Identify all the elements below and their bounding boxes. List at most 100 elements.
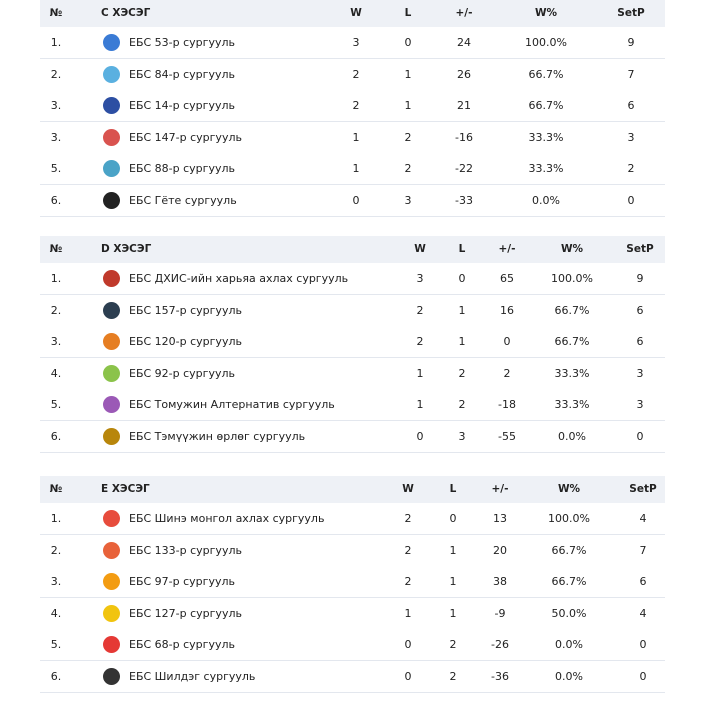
stat-cell: -36 (491, 669, 509, 683)
team-logo (103, 333, 120, 350)
stat-cell: 0 (449, 512, 457, 525)
stat-cell: 66.7% (554, 335, 590, 348)
header-cell: +/- (491, 483, 509, 495)
stat-cell: 3 (416, 272, 424, 285)
stat-cell: 5. (50, 162, 62, 175)
team-row: 3. ЕБС 14-р сургууль 2 1 21 66.7% 6 (40, 90, 665, 122)
stat-cell: 65 (500, 272, 514, 285)
header-row: № C ХЭСЭГ W L +/- W% SetP (40, 0, 665, 27)
stat-cell: -33 (455, 193, 473, 207)
stat-cell: 3 (458, 429, 466, 443)
team-row: 3. ЕБС 120-р сургууль 2 1 0 66.7% 6 (40, 326, 665, 358)
stat-cell: 2 (458, 366, 466, 380)
team-name: ЕБС 147-р сургууль (129, 130, 242, 144)
stat-cell: 0.0% (555, 669, 583, 683)
header-cell: E ХЭСЭГ (101, 483, 150, 495)
header-cell: № (49, 243, 63, 255)
team-name: ЕБС 14-р сургууль (129, 99, 235, 112)
stat-cell: 0 (636, 429, 644, 443)
standings-table: № E ХЭСЭГ W L +/- W% SetP 1. ЕБС Шинэ монгол ахл… (40, 476, 665, 693)
team-logo (103, 396, 120, 413)
team-row: 6. ЕБС Гёте сургууль 0 3 -33 0.0% 0 (40, 184, 665, 217)
stat-cell: 6 (636, 335, 644, 348)
team-name: ЕБС Гёте сургууль (129, 193, 237, 207)
stat-cell: 9 (627, 36, 635, 49)
team-logo (103, 510, 120, 527)
stat-cell: 2. (50, 67, 62, 81)
stat-cell: 66.7% (551, 575, 587, 588)
stat-cell: 3. (50, 99, 62, 112)
header-cell: L (404, 7, 412, 19)
stat-cell: 100.0% (525, 36, 567, 49)
stat-cell: 1 (458, 335, 466, 348)
team-row: 5. ЕБС Томужин Алтернатив сургууль 1 2 -18 33… (40, 389, 665, 421)
header-cell: W% (557, 483, 581, 495)
header-cell: SetP (617, 7, 645, 19)
stat-cell: 9 (636, 272, 644, 285)
team-name: ЕБС Шинэ монгол ахлах сургууль (129, 512, 325, 525)
stat-cell: 1 (404, 67, 412, 81)
header-cell: L (458, 243, 466, 255)
stat-cell: 2. (50, 303, 62, 317)
team-logo (103, 34, 120, 51)
team-logo (103, 541, 120, 559)
stat-cell: 0 (416, 429, 424, 443)
team-logo (103, 97, 120, 114)
team-logo (103, 301, 120, 319)
stat-cell: 3 (352, 36, 360, 49)
stat-cell: 1. (50, 512, 62, 525)
stat-cell: 66.7% (551, 543, 587, 557)
stat-cell: 33.3% (528, 162, 564, 175)
header-cell: +/- (455, 7, 473, 19)
header-cell: № (49, 7, 63, 19)
stat-cell: 33.3% (554, 398, 590, 411)
stat-cell: 21 (457, 99, 471, 112)
stat-cell: 3 (636, 398, 644, 411)
standings-table: № D ХЭСЭГ W L +/- W% SetP 1. ЕБС ДХИС-ийн харьяа… (40, 236, 665, 453)
stat-cell: 0 (404, 669, 412, 683)
stat-cell: 6 (639, 575, 647, 588)
stat-cell: 0 (503, 335, 511, 348)
team-name: ЕБС ДХИС-ийн харьяа ахлах сургууль (129, 272, 349, 285)
stat-cell: 0 (639, 669, 647, 683)
stat-cell: 2 (352, 67, 360, 81)
stat-cell: 2 (352, 99, 360, 112)
stat-cell: 6. (50, 669, 62, 683)
header-cell: W (350, 7, 362, 19)
stat-cell: 20 (493, 543, 507, 557)
header-cell: W (402, 483, 414, 495)
stat-cell: 2 (404, 130, 412, 144)
team-row: 2. ЕБС 133-р сургууль 2 1 20 66.7% 7 (40, 534, 665, 567)
standings-table: № C ХЭСЭГ W L +/- W% SetP 1. ЕБС 53-р сургууль 3 0… (40, 0, 665, 217)
header-cell: +/- (498, 243, 516, 255)
stat-cell: 100.0% (551, 272, 593, 285)
team-row: 5. ЕБС 68-р сургууль 0 2 -26 0.0% 0 (40, 629, 665, 661)
stat-cell: 6 (636, 303, 644, 317)
stat-cell: 1 (449, 543, 457, 557)
stat-cell: 7 (639, 543, 647, 557)
stat-cell: 6 (627, 99, 635, 112)
team-row: 6. ЕБС Тэмүүжин өрлөг сургууль 0 3 -55 0.0% 0 (40, 420, 665, 453)
stat-cell: 1. (50, 36, 62, 49)
team-name: ЕБС Томужин Алтернатив сургууль (129, 398, 335, 411)
team-row: 4. ЕБС 92-р сургууль 1 2 2 33.3% 3 (40, 357, 665, 390)
team-logo (103, 160, 120, 177)
stat-cell: 38 (493, 575, 507, 588)
header-cell: W% (534, 7, 558, 19)
stat-cell: 66.7% (554, 303, 590, 317)
stat-cell: 33.3% (528, 130, 564, 144)
team-logo (103, 636, 120, 653)
stat-cell: 0 (458, 272, 466, 285)
team-logo (103, 573, 120, 590)
team-name: ЕБС Тэмүүжин өрлөг сургууль (129, 429, 306, 443)
stat-cell: 0 (352, 193, 360, 207)
stat-cell: -26 (491, 638, 509, 651)
stat-cell: 13 (493, 512, 507, 525)
stat-cell: 5. (50, 638, 62, 651)
team-name: ЕБС 157-р сургууль (129, 303, 242, 317)
team-name: ЕБС 84-р сургууль (129, 67, 235, 81)
team-logo (103, 65, 120, 83)
team-row: 6. ЕБС Шилдэг сургууль 0 2 -36 0.0% 0 (40, 660, 665, 693)
team-name: ЕБС 68-р сургууль (129, 638, 235, 651)
stat-cell: 4. (50, 366, 62, 380)
